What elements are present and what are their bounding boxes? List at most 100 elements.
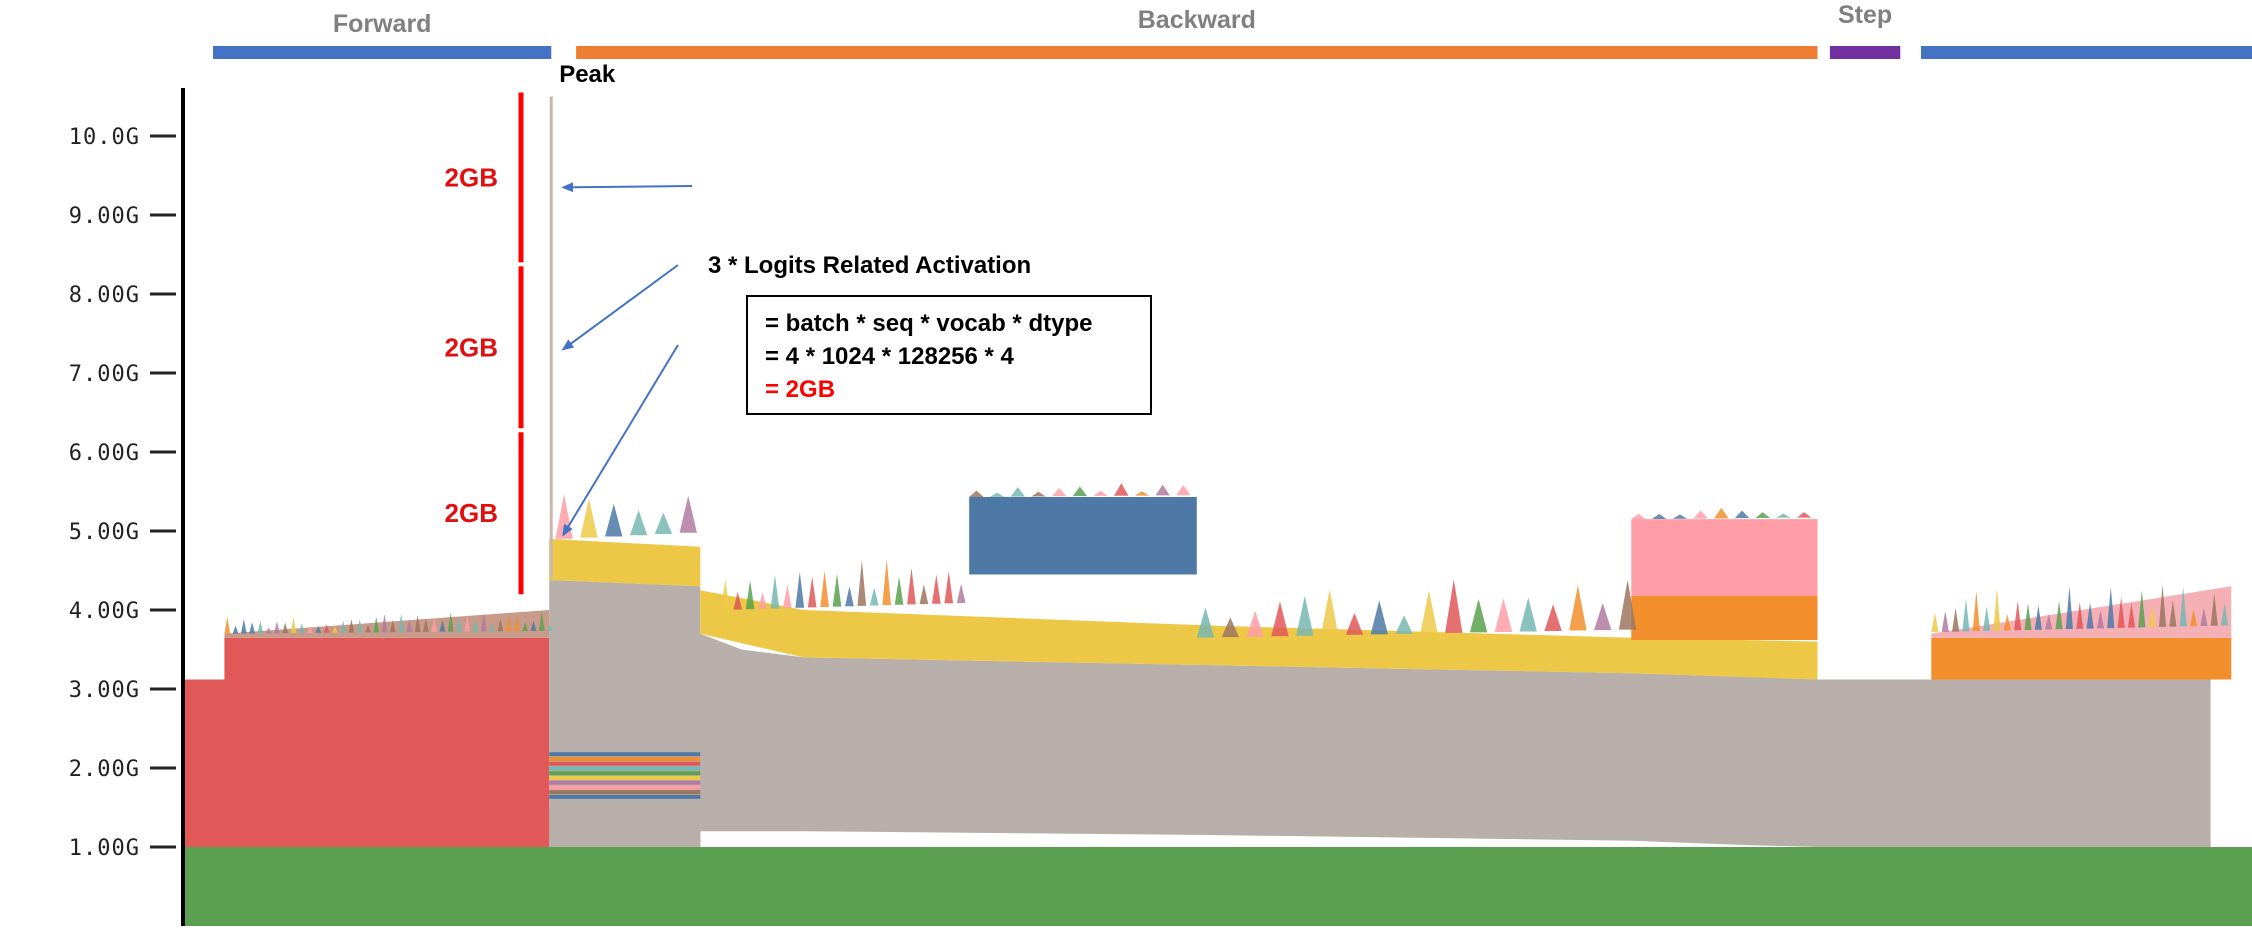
activation-spike xyxy=(489,624,496,632)
y-tick-label: 8.00G xyxy=(69,283,140,308)
activation-spike xyxy=(307,625,313,633)
activation-spike xyxy=(290,617,297,634)
annotation-arrow xyxy=(561,264,679,351)
peak-label: Peak xyxy=(559,61,616,88)
activation-spike xyxy=(1051,487,1067,497)
activation-spike xyxy=(795,571,805,608)
phase-bar-forward xyxy=(213,46,552,59)
activation-spike xyxy=(2179,586,2187,627)
activation-spike xyxy=(679,495,697,533)
activation-stripe xyxy=(549,756,701,761)
activation-spike xyxy=(2158,584,2167,627)
annotation-heading: 3 * Logits Related Activation xyxy=(708,252,1031,279)
band-step-orange xyxy=(1931,637,2232,680)
activation-spike xyxy=(1221,617,1240,638)
annotation-box xyxy=(746,295,1152,415)
activation-spike xyxy=(447,612,454,632)
activation-spike xyxy=(1469,598,1488,633)
activation-spike xyxy=(257,620,264,634)
activation-spike xyxy=(2189,609,2198,627)
activation-stripe xyxy=(549,761,701,766)
activation-spike xyxy=(1951,608,1960,632)
activation-spike xyxy=(2107,587,2115,629)
activation-spike xyxy=(1246,610,1264,637)
annotation-line: = 2GB xyxy=(765,376,835,403)
activation-spike xyxy=(2117,596,2125,628)
activation-spike xyxy=(298,623,305,634)
activation-spike xyxy=(2034,605,2042,630)
activation-spike xyxy=(580,498,598,538)
activation-stripe xyxy=(549,794,701,799)
activation-spike xyxy=(845,586,854,607)
activation-spike xyxy=(2210,593,2218,626)
activation-spike xyxy=(2220,602,2229,626)
activation-spike xyxy=(770,574,780,609)
y-tick-label: 3.00G xyxy=(69,678,140,703)
activation-stripe xyxy=(549,775,701,780)
activation-spike xyxy=(406,619,413,633)
activation-spike xyxy=(1962,598,1970,632)
band-forward-upper xyxy=(224,637,550,680)
activation-spike xyxy=(1972,590,1980,632)
activation-spike xyxy=(907,567,916,605)
activation-spike xyxy=(365,624,371,633)
activation-spike xyxy=(882,559,892,606)
annotation-arrow xyxy=(562,344,679,537)
activation-spike xyxy=(356,619,363,633)
activation-spike xyxy=(232,625,239,634)
activation-spike xyxy=(381,613,388,633)
activation-spike xyxy=(398,613,404,633)
activation-spike xyxy=(1618,579,1637,630)
annotation-line: = 4 * 1024 * 128256 * 4 xyxy=(765,343,1015,370)
activation-spike xyxy=(720,579,730,610)
activation-spike xyxy=(274,621,280,634)
activation-spike xyxy=(1370,600,1388,635)
activation-spike xyxy=(1931,612,1939,633)
activation-spike xyxy=(2086,602,2094,629)
activation-spike xyxy=(2045,613,2053,630)
activation-spike xyxy=(2055,600,2063,630)
activation-spike xyxy=(2065,586,2074,630)
annotation-line: = batch * seq * vocab * dtype xyxy=(765,310,1092,337)
activation-stripe xyxy=(549,771,701,776)
band-yellow xyxy=(549,538,1818,680)
activation-spike xyxy=(530,620,537,631)
activation-spike xyxy=(464,615,471,632)
activation-spike xyxy=(1519,597,1537,632)
activation-spike xyxy=(1755,512,1770,518)
phase-label-forward: Forward xyxy=(333,10,432,38)
activation-stripe xyxy=(549,752,701,757)
activation-spike xyxy=(282,622,289,634)
activation-spike xyxy=(919,584,929,605)
activation-spike xyxy=(331,626,338,633)
activation-spike xyxy=(2076,602,2084,629)
activation-spike xyxy=(472,618,479,632)
activation-spike xyxy=(423,618,429,632)
activation-spike xyxy=(240,618,247,634)
activation-spike xyxy=(1445,579,1463,633)
activation-spike xyxy=(340,620,347,633)
y-tick-label: 4.00G xyxy=(69,599,140,624)
activation-spike xyxy=(2127,602,2136,628)
activation-spike xyxy=(956,583,966,603)
activation-spike xyxy=(1651,513,1667,519)
activation-spike xyxy=(820,570,829,608)
activation-spike xyxy=(758,592,767,609)
activation-spike xyxy=(1176,484,1191,496)
activation-spike xyxy=(348,619,355,633)
activation-spike xyxy=(783,584,792,609)
activation-spike xyxy=(1010,487,1026,497)
activation-spike xyxy=(654,512,673,535)
phase-label-step: Step xyxy=(1838,1,1892,29)
annotation-arrow xyxy=(561,182,693,193)
activation-spike xyxy=(969,490,984,498)
activation-spike xyxy=(497,618,504,632)
activation-spike xyxy=(1320,589,1339,636)
activation-spike xyxy=(2096,610,2105,629)
band-forward-block xyxy=(183,679,550,847)
activation-stripe xyxy=(549,766,701,771)
activation-stripe xyxy=(549,790,701,795)
activation-spike xyxy=(2200,607,2208,626)
phase-bar-next xyxy=(1920,46,2252,59)
phase-label-backward: Backward xyxy=(1138,6,1256,34)
